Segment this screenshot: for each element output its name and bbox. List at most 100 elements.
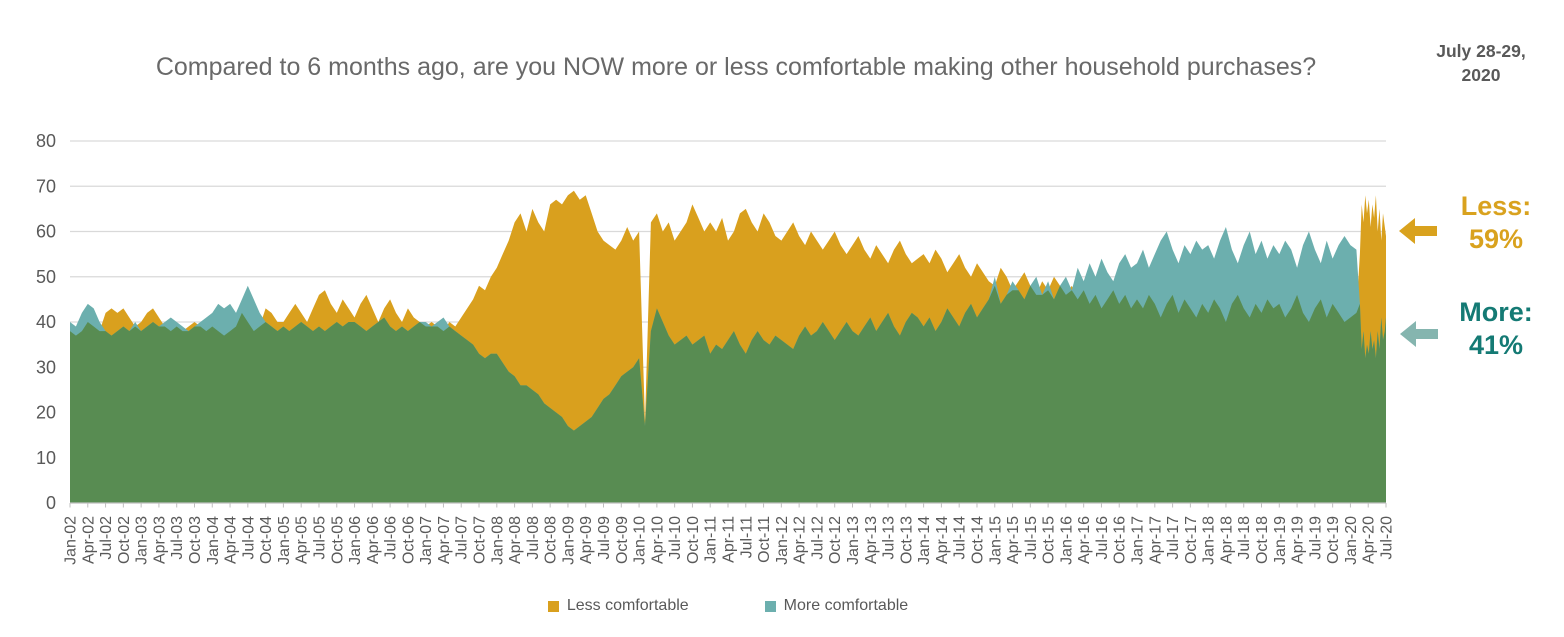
- y-tick-label: 80: [36, 131, 56, 151]
- chart-title: Compared to 6 months ago, are you NOW mo…: [155, 53, 1317, 81]
- x-tick-label: Apr-10: [649, 516, 666, 564]
- y-tick-label: 60: [36, 222, 56, 242]
- y-tick-label: 50: [36, 267, 56, 287]
- x-tick-label: Oct-15: [1041, 516, 1058, 564]
- y-tick-label: 40: [36, 312, 56, 332]
- x-tick-label: Jul-09: [596, 516, 613, 560]
- x-tick-label: Jan-06: [347, 516, 364, 565]
- x-tick-label: Oct-16: [1112, 516, 1129, 564]
- x-tick-label: Oct-09: [614, 516, 631, 564]
- x-tick-label: Oct-08: [543, 516, 560, 564]
- x-tick-label: Jan-20: [1343, 516, 1360, 565]
- x-tick-label: Oct-03: [187, 516, 204, 564]
- x-tick-label: Apr-06: [365, 516, 382, 564]
- x-tick-label: Apr-02: [80, 516, 97, 564]
- legend: Less comfortable More comfortable: [70, 597, 1386, 615]
- x-tick-label: Apr-09: [578, 516, 595, 564]
- x-tick-label: Jul-03: [169, 516, 186, 560]
- x-tick-label: Apr-08: [507, 516, 524, 564]
- y-tick-label: 0: [46, 493, 56, 513]
- x-tick-label: Jan-14: [916, 516, 933, 565]
- less-arrow-shape: [1399, 218, 1437, 244]
- x-tick-label: Apr-03: [151, 516, 168, 564]
- x-tick-label: Jan-19: [1272, 516, 1289, 565]
- x-tick-label: Jan-11: [703, 516, 720, 564]
- x-tick-label: Jul-18: [1236, 516, 1253, 560]
- x-tick-label: Jul-12: [809, 516, 826, 560]
- x-tick-label: Jul-10: [667, 516, 684, 560]
- x-tick-label: Apr-19: [1290, 516, 1307, 564]
- x-tick-label: Jul-08: [525, 516, 542, 560]
- x-tick-label: Apr-11: [721, 516, 738, 563]
- legend-item-more: More comfortable: [764, 597, 908, 615]
- x-tick-label: Jul-20: [1379, 516, 1396, 560]
- x-tick-label: Jan-13: [845, 516, 862, 565]
- x-tick-label: Oct-06: [400, 516, 417, 564]
- more-swatch-icon: [764, 600, 776, 612]
- x-tick-label: Apr-05: [294, 516, 311, 564]
- x-tick-label: Oct-04: [258, 516, 275, 564]
- x-tick-label: Jan-18: [1201, 516, 1218, 565]
- x-tick-label: Jul-05: [311, 516, 328, 560]
- x-tick-label: Jul-04: [240, 516, 257, 560]
- x-tick-label: Jan-17: [1130, 516, 1147, 565]
- x-tick-label: Jul-02: [98, 516, 115, 560]
- y-tick-label: 30: [36, 357, 56, 377]
- y-tick-label: 20: [36, 403, 56, 423]
- x-tick-label: Oct-05: [329, 516, 346, 564]
- x-tick-label: Oct-10: [685, 516, 702, 564]
- x-tick-label: Jul-15: [1023, 516, 1040, 560]
- x-tick-label: Apr-14: [934, 516, 951, 564]
- more-arrow-shape: [1400, 321, 1438, 347]
- less-annotation-value: 59%: [1468, 223, 1524, 254]
- x-tick-label: Oct-19: [1325, 516, 1342, 564]
- x-tick-label: Jan-03: [134, 516, 151, 565]
- more-annotation: More: 41%: [1434, 296, 1558, 362]
- less-arrow-icon: [1399, 218, 1437, 244]
- x-tick-label: Jul-14: [952, 516, 969, 560]
- x-tick-label: Jul-19: [1307, 516, 1324, 560]
- less-annotation: Less: 59%: [1434, 190, 1558, 256]
- legend-item-less: Less comfortable: [547, 597, 689, 615]
- x-tick-label: Apr-04: [223, 516, 240, 564]
- y-axis-labels: 0 10 20 30 40 50 60 70 80: [36, 131, 56, 513]
- less-swatch-icon: [547, 600, 559, 612]
- x-tick-label: Jan-16: [1058, 516, 1075, 565]
- x-tick-label: Jan-05: [276, 516, 293, 565]
- x-tick-label: Apr-16: [1076, 516, 1093, 564]
- x-tick-label: Oct-14: [969, 516, 986, 564]
- more-annotation-label: More:: [1459, 297, 1533, 327]
- survey-date-line2: 2020: [1461, 64, 1501, 85]
- x-tick-label: Apr-13: [863, 516, 880, 564]
- x-tick-label: Jan-15: [987, 516, 1004, 565]
- x-tick-label: Jul-17: [1165, 516, 1182, 560]
- x-tick-label: Jan-07: [418, 516, 435, 565]
- x-tick-label: Apr-17: [1147, 516, 1164, 564]
- y-tick-label: 10: [36, 448, 56, 468]
- x-tick-label: Jan-02: [63, 516, 80, 565]
- more-annotation-value: 41%: [1468, 329, 1524, 360]
- x-tick-label: Apr-18: [1218, 516, 1235, 564]
- overlap-area: [70, 285, 1386, 503]
- x-tick-label: Apr-20: [1361, 516, 1378, 564]
- x-tick-label: Jul-07: [454, 516, 471, 560]
- more-arrow-icon: [1400, 321, 1438, 347]
- x-tick-label: Apr-12: [792, 516, 809, 564]
- x-tick-label: Oct-07: [472, 516, 489, 564]
- x-axis-labels: Jan-02 Apr-02 Jul-02 Oct-02 Jan-03 Apr-03 Jul-…: [63, 516, 1396, 565]
- x-tick-label: Jul-06: [383, 516, 400, 560]
- x-tick-label: Jul-11: [738, 516, 755, 558]
- x-tick-label: Apr-15: [1005, 516, 1022, 564]
- x-tick-label: Jan-08: [489, 516, 506, 565]
- x-tick-label: Apr-07: [436, 516, 453, 564]
- x-tick-label: Jul-13: [881, 516, 898, 560]
- y-tick-label: 70: [36, 176, 56, 196]
- x-tick-label: Jan-04: [205, 516, 222, 565]
- x-tick-label: Oct-18: [1254, 516, 1271, 564]
- x-tick-label: Jan-09: [560, 516, 577, 565]
- x-tick-label: Jan-10: [632, 516, 649, 565]
- x-tick-label: Oct-17: [1183, 516, 1200, 564]
- legend-label-less: Less comfortable: [566, 597, 689, 614]
